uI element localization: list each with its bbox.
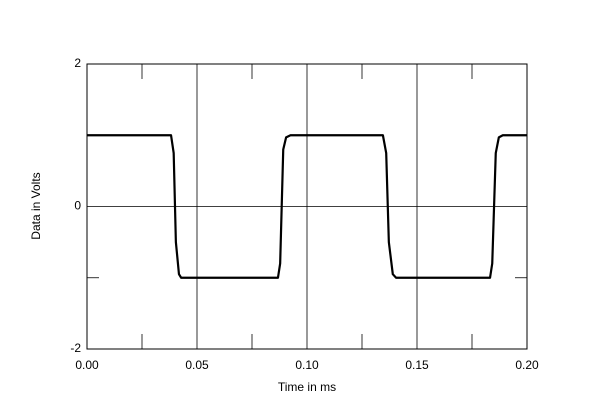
y-tick-label: 2 bbox=[74, 56, 81, 70]
y-tick-label: 0 bbox=[74, 199, 81, 213]
x-tick-label: 0.15 bbox=[405, 358, 429, 372]
y-tick-label: -2 bbox=[70, 341, 81, 355]
x-tick-label: 0.05 bbox=[185, 358, 209, 372]
y-axis-label: Data in Volts bbox=[29, 172, 43, 239]
x-tick-label: 0.10 bbox=[295, 358, 319, 372]
x-tick-label: 0.00 bbox=[75, 358, 99, 372]
x-axis-label: Time in ms bbox=[278, 380, 336, 394]
data-line bbox=[87, 134, 527, 279]
x-tick-label: 0.20 bbox=[515, 358, 539, 372]
